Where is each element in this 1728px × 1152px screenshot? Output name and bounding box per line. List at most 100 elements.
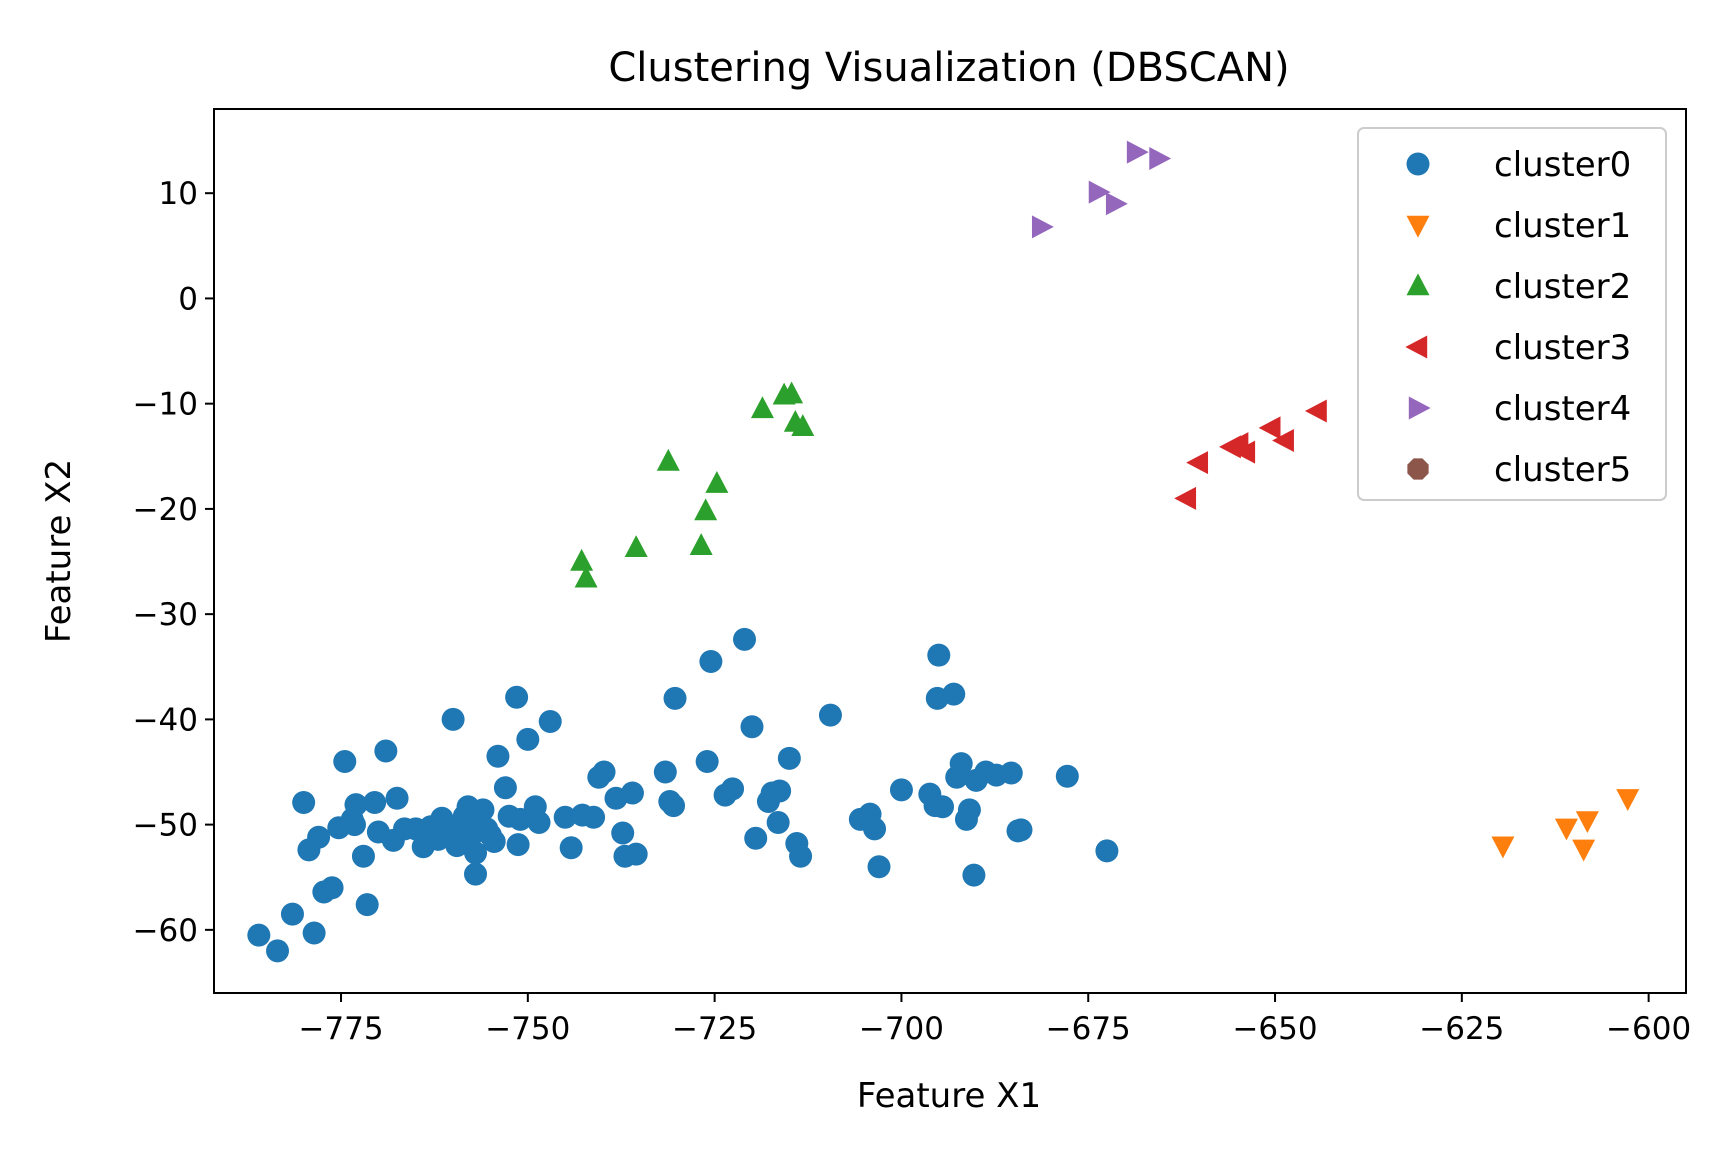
y-tick-label: −50 <box>133 808 198 844</box>
cluster3-point-6 <box>1272 429 1294 452</box>
legend: cluster0 cluster1 cluster2 cluster3 cluster4… <box>1357 127 1667 501</box>
cluster0-point-60 <box>620 781 644 805</box>
cluster0-point-83 <box>863 817 887 841</box>
cluster0-point-77 <box>777 746 801 770</box>
cluster0-point-51 <box>553 805 577 829</box>
cluster0-point-35 <box>464 862 488 886</box>
cluster0-point-20 <box>385 786 409 810</box>
cluster0-point-6 <box>307 825 331 849</box>
cluster0-point-76 <box>768 779 792 803</box>
cluster2-point-2 <box>624 535 648 558</box>
cluster0-point-84 <box>867 855 891 879</box>
cluster0-point-3 <box>292 791 316 815</box>
cluster0-point-90 <box>931 795 955 819</box>
cluster0-point-18 <box>374 739 398 763</box>
cluster3-point-4 <box>1233 440 1256 464</box>
cluster0-point-10 <box>333 749 357 773</box>
x-axis: −775 −750 −725 −700 −675 −650 −625 −600 <box>298 993 1691 1047</box>
cluster4-point-1 <box>1088 180 1111 204</box>
cluster0-point-71 <box>740 715 764 739</box>
cluster0-legend-label: cluster0 <box>1494 145 1631 185</box>
cluster0-point-13 <box>344 793 368 817</box>
cluster2-point-4 <box>689 533 713 555</box>
cluster0-point-52 <box>559 836 583 860</box>
plot-area-frame <box>213 108 1687 994</box>
cluster3-point-1 <box>1186 451 1209 475</box>
x-tick-label: −700 <box>859 1011 944 1047</box>
cluster0-point-16 <box>363 791 387 815</box>
cluster0-point-70 <box>733 627 757 651</box>
cluster2-point-3 <box>656 448 680 471</box>
cluster1-point-1 <box>1554 818 1578 841</box>
cluster0-point-96 <box>962 863 986 887</box>
y-tick-label: −40 <box>133 702 198 738</box>
cluster0-point-95 <box>957 798 981 822</box>
cluster3-point-5 <box>1258 416 1281 440</box>
cluster2-point-0 <box>570 548 594 571</box>
x-tick-label: −625 <box>1419 1011 1504 1047</box>
cluster2-legend-marker <box>1406 273 1430 296</box>
cluster0-point-64 <box>662 794 686 818</box>
cluster0-point-61 <box>624 842 648 866</box>
cluster0-point-93 <box>949 752 973 776</box>
cluster3-point-7 <box>1304 399 1327 423</box>
cluster0-point-2 <box>280 902 304 926</box>
cluster0-point-14 <box>351 844 375 868</box>
cluster0-point-15 <box>355 893 379 917</box>
cluster0-point-56 <box>592 760 616 784</box>
cluster0-point-47 <box>516 727 540 751</box>
cluster3-point-0 <box>1174 486 1197 510</box>
x-tick-label: −650 <box>1232 1011 1317 1047</box>
y-tick-label: 10 <box>159 176 198 212</box>
cluster0-point-102 <box>1009 818 1033 842</box>
cluster2-point-9 <box>780 381 804 404</box>
cluster0-point-58 <box>611 821 635 845</box>
cluster0-point-67 <box>699 650 723 673</box>
x-tick-label: −775 <box>298 1011 383 1047</box>
cluster4-legend-label: cluster4 <box>1494 389 1631 429</box>
cluster1-point-2 <box>1575 811 1599 834</box>
x-tick-label: −600 <box>1606 1011 1691 1047</box>
cluster2-legend-label: cluster2 <box>1494 267 1631 307</box>
cluster0-point-104 <box>1095 839 1119 863</box>
cluster0-point-100 <box>999 761 1023 785</box>
cluster3-legend-marker <box>1405 335 1428 359</box>
y-tick-label: −20 <box>133 492 198 528</box>
cluster4-legend-marker <box>1408 396 1431 420</box>
cluster1-point-0 <box>1491 836 1515 859</box>
cluster5-legend-marker <box>1407 458 1429 480</box>
x-axis-label: Feature X1 <box>857 1076 1041 1116</box>
cluster2-point-7 <box>750 396 774 419</box>
cluster0-point-49 <box>527 811 551 835</box>
cluster0-point-62 <box>653 760 677 784</box>
cluster0-point-65 <box>663 686 687 710</box>
cluster0-point-28 <box>441 707 465 731</box>
y-axis: −60 −50 −40 −30 −20 −10 0 10 <box>133 176 214 949</box>
cluster0-point-37 <box>471 798 495 822</box>
cluster0-point-41 <box>486 744 510 768</box>
cluster0-point-44 <box>505 685 529 709</box>
cluster0-point-0 <box>247 923 271 947</box>
x-tick-label: −750 <box>485 1011 570 1047</box>
cluster0-point-103 <box>1055 764 1079 788</box>
cluster2-point-1 <box>574 565 598 588</box>
x-tick-label: −725 <box>672 1011 757 1047</box>
cluster0-point-42 <box>493 776 517 800</box>
cluster1-legend-label: cluster1 <box>1494 206 1631 246</box>
cluster3-legend-label: cluster3 <box>1494 328 1631 368</box>
cluster2-point-6 <box>705 470 729 493</box>
cluster0-point-8 <box>320 876 344 900</box>
cluster0-point-45 <box>506 833 530 857</box>
cluster0-point-1 <box>266 939 290 963</box>
cluster1-point-4 <box>1616 789 1640 811</box>
chart-title: Clustering Visualization (DBSCAN) <box>608 45 1289 91</box>
cluster0-point-50 <box>538 709 562 733</box>
cluster0-point-85 <box>889 778 913 802</box>
cluster0-point-69 <box>721 777 745 801</box>
cluster0-point-91 <box>942 682 966 706</box>
y-axis-label: Feature X2 <box>39 459 79 643</box>
y-tick-label: −60 <box>133 913 198 949</box>
cluster2-point-11 <box>791 414 815 437</box>
cluster5-legend-label: cluster5 <box>1494 450 1631 490</box>
cluster0-point-75 <box>766 811 790 835</box>
